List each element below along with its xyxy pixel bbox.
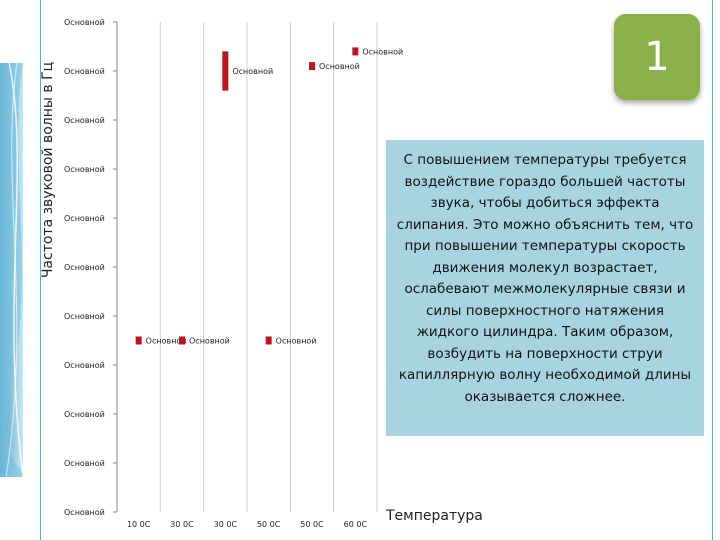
slide-number-badge: 1 bbox=[614, 14, 700, 100]
frame-line bbox=[40, 0, 41, 540]
data-label: Основной bbox=[276, 337, 317, 346]
y-tick-label: Основной bbox=[64, 361, 105, 370]
y-tick-label: Основной bbox=[64, 508, 105, 517]
data-label: Основной bbox=[362, 47, 403, 56]
note-box: С повышением температуры требуется возде… bbox=[386, 140, 704, 436]
data-label: Основной bbox=[232, 67, 273, 76]
y-tick-label: Основной bbox=[64, 18, 105, 27]
left-decoration bbox=[0, 62, 24, 478]
y-tick-label: Основной bbox=[64, 312, 105, 321]
data-label: Основной bbox=[189, 337, 230, 346]
data-point bbox=[265, 336, 272, 345]
x-tick-label: 50 0С bbox=[300, 520, 324, 529]
frame-line bbox=[712, 0, 713, 540]
data-range-bar bbox=[222, 51, 229, 91]
data-label: Основной bbox=[146, 337, 187, 346]
data-point bbox=[352, 47, 359, 56]
y-tick-label: Основной bbox=[64, 67, 105, 76]
data-label: Основной bbox=[319, 62, 360, 71]
x-tick-label: 10 0С bbox=[127, 520, 151, 529]
data-point bbox=[309, 62, 315, 71]
x-tick-label: 60 0С bbox=[344, 520, 368, 529]
x-tick-label: 50 0С bbox=[257, 520, 281, 529]
y-axis-title: Частота звуковой волны в Гц bbox=[40, 61, 56, 279]
y-tick-label: Основной bbox=[64, 459, 105, 468]
y-tick-label: Основной bbox=[64, 214, 105, 223]
y-tick-label: Основной bbox=[64, 116, 105, 125]
data-point bbox=[179, 336, 185, 345]
x-tick-label: 30 0С bbox=[214, 520, 238, 529]
y-tick-label: Основной bbox=[64, 263, 105, 272]
y-tick-label: Основной bbox=[64, 165, 105, 174]
y-tick-label: Основной bbox=[64, 410, 105, 419]
data-point bbox=[135, 336, 142, 345]
x-axis-title: Температура bbox=[386, 508, 483, 524]
x-tick-label: 30 0С bbox=[170, 520, 194, 529]
